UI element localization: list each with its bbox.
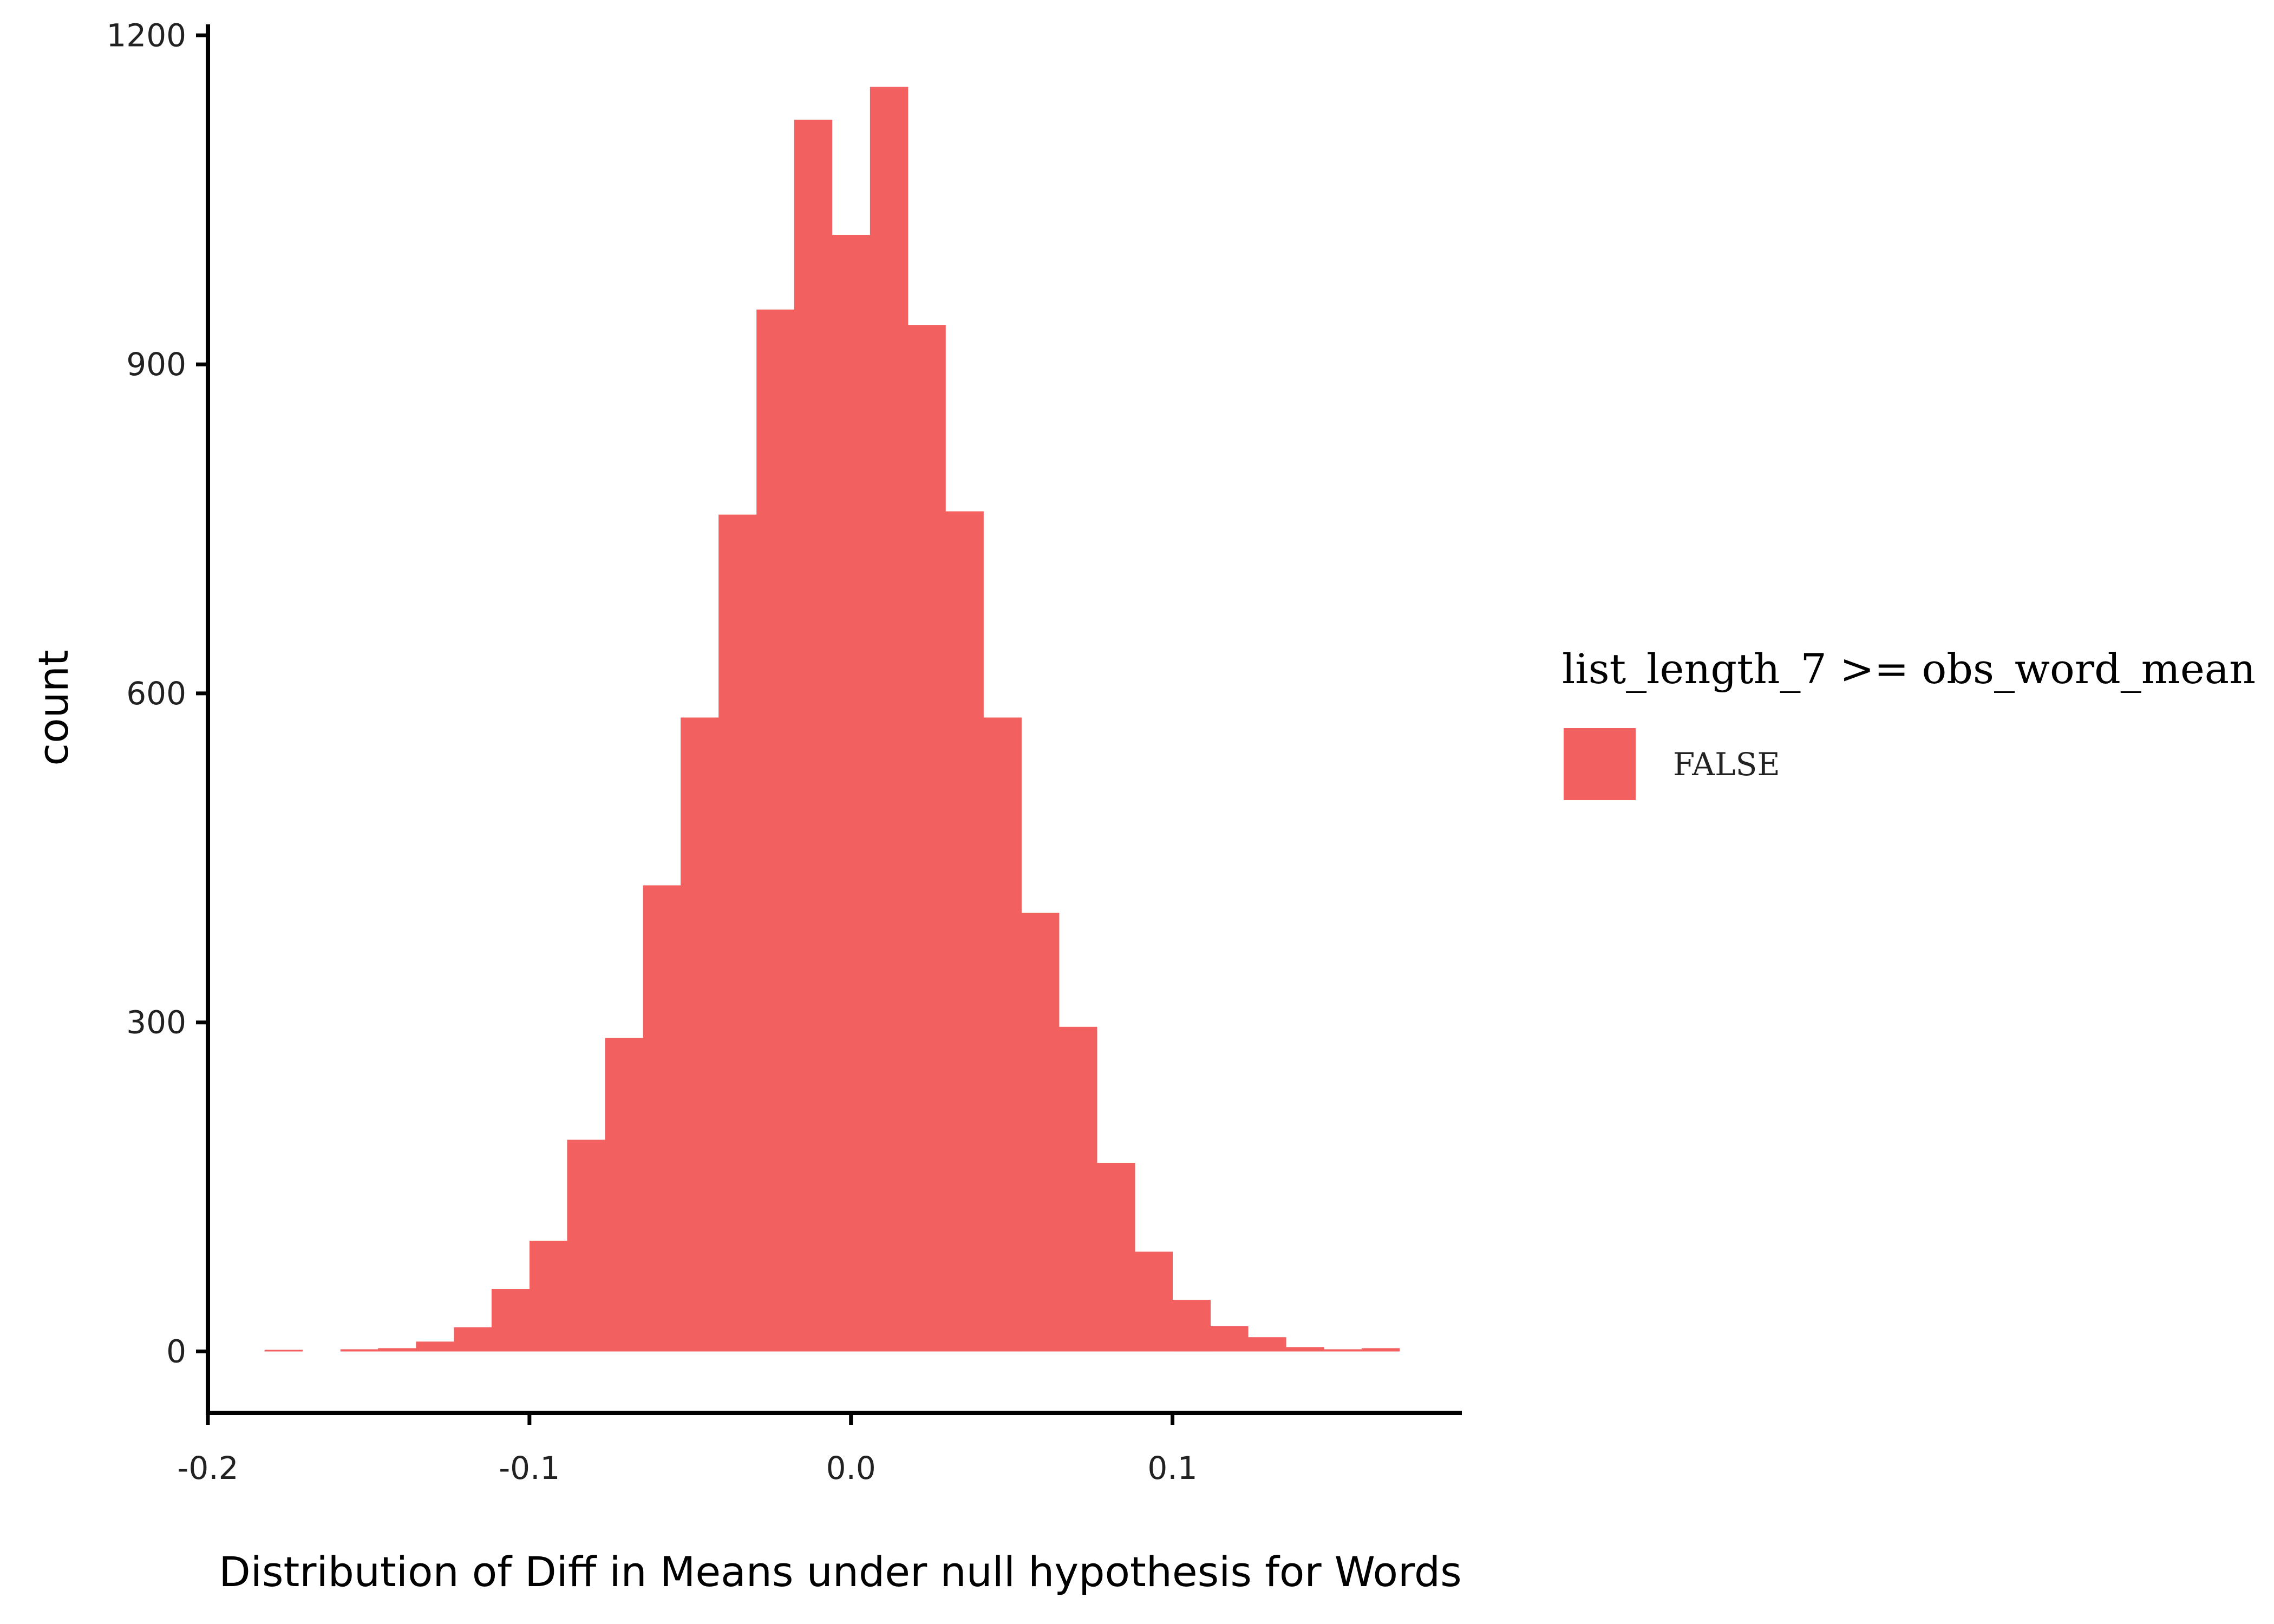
- histogram-bar: [832, 235, 871, 1352]
- histogram-bar: [491, 1289, 530, 1352]
- histogram-bar: [1021, 913, 1060, 1352]
- x-tick-label: 0.0: [826, 1450, 876, 1487]
- histogram-bar: [907, 325, 946, 1352]
- histogram-bar: [340, 1349, 379, 1352]
- histogram-bar: [681, 717, 719, 1352]
- histogram-bar: [945, 511, 984, 1352]
- x-axis-title: Distribution of Diff in Means under null…: [219, 1548, 1462, 1596]
- histogram-bar: [1097, 1163, 1135, 1352]
- x-axis: -0.2 -0.1 0.0 0.1: [177, 1411, 1462, 1487]
- y-tick-label: 1200: [106, 17, 186, 54]
- histogram-bar: [794, 120, 833, 1352]
- y-tick-label: 0: [166, 1333, 186, 1370]
- histogram-bar: [1134, 1252, 1173, 1352]
- y-tick-label: 900: [126, 346, 186, 383]
- histogram-bar: [378, 1348, 416, 1352]
- x-tick-label: 0.1: [1147, 1450, 1197, 1487]
- histogram-bar: [1210, 1326, 1249, 1352]
- histogram-bar: [1059, 1026, 1097, 1352]
- legend-label-false: FALSE: [1673, 746, 1780, 783]
- histogram-bar: [605, 1038, 643, 1352]
- histogram-bar: [756, 309, 795, 1352]
- histogram-bars: [264, 87, 1400, 1352]
- histogram-bar: [983, 717, 1022, 1352]
- histogram-bar: [718, 514, 757, 1352]
- histogram-bar: [416, 1341, 454, 1352]
- histogram-bar: [1172, 1300, 1211, 1352]
- histogram-bar: [529, 1240, 568, 1352]
- histogram-bar: [643, 885, 682, 1352]
- histogram-bar: [1248, 1337, 1286, 1352]
- histogram-bar: [454, 1327, 492, 1352]
- legend: list_length_7 >= obs_word_mean FALSE: [1562, 645, 2256, 800]
- y-tick-label: 300: [126, 1004, 186, 1041]
- x-tick-label: -0.1: [499, 1450, 560, 1487]
- legend-key-false: [1564, 728, 1636, 800]
- histogram-bar: [567, 1140, 605, 1352]
- x-tick-label: -0.2: [177, 1450, 238, 1487]
- histogram-bar: [870, 87, 909, 1352]
- histogram-bar: [1361, 1348, 1400, 1352]
- legend-title: list_length_7 >= obs_word_mean: [1562, 645, 2256, 693]
- histogram-bar: [1286, 1347, 1324, 1352]
- y-axis-title: count: [29, 650, 77, 765]
- y-tick-label: 600: [126, 675, 186, 712]
- histogram-bar: [264, 1350, 303, 1352]
- histogram-bar: [1323, 1349, 1362, 1352]
- y-axis: 0 300 600 900 1200: [106, 17, 210, 1415]
